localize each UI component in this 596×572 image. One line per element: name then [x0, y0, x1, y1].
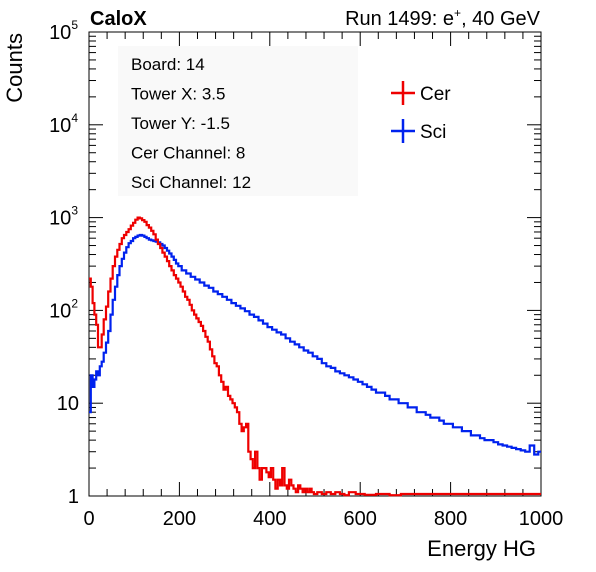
series-cer-histogram	[89, 216, 541, 497]
series-sci-histogram	[89, 233, 541, 456]
legend: Cer Sci	[391, 81, 451, 143]
y-tick-label: 10	[57, 393, 79, 415]
header-right-sup: +	[454, 6, 461, 20]
plot-area	[89, 216, 541, 497]
x-tick-label: 0	[83, 508, 94, 530]
y-tick-label: 1	[68, 486, 79, 508]
info-line: Board: 14	[131, 55, 205, 74]
info-line: Sci Channel: 12	[131, 173, 251, 192]
x-tick-label: 800	[434, 508, 467, 530]
y-tick-base: 10	[49, 208, 71, 230]
y-tick-label: 103	[49, 204, 78, 230]
x-tick-label: 200	[163, 508, 196, 530]
header-left: CaloX	[90, 8, 147, 30]
info-lines: Board: 14 Tower X: 3.5 Tower Y: -1.5 Cer Ch…	[131, 55, 251, 192]
x-tick-label: 600	[344, 508, 377, 530]
y-tick-base: 10	[49, 300, 71, 322]
info-box	[118, 46, 358, 196]
y-tick-label: 105	[49, 18, 78, 44]
y-tick-exp: 5	[71, 18, 78, 32]
y-tick-label: 102	[49, 296, 78, 322]
y-tick-base: 10	[49, 22, 71, 44]
legend-label-sci: Sci	[420, 122, 446, 143]
y-tick-exp: 4	[71, 111, 78, 125]
x-axis-title: Energy HG	[427, 536, 536, 561]
x-tick-label: 1000	[519, 508, 564, 530]
axis-ticks	[88, 31, 542, 497]
header-right-prefix: Run 1499: e	[345, 8, 454, 30]
info-line: Tower X: 3.5	[131, 85, 226, 104]
info-line: Tower Y: -1.5	[131, 114, 230, 133]
y-tick-base: 10	[49, 115, 71, 137]
header-right: Run 1499: e+, 40 GeV	[345, 6, 541, 30]
header-right-suffix: , 40 GeV	[461, 8, 541, 30]
y-tick-exp: 2	[71, 296, 78, 310]
y-tick-base: 1	[68, 486, 79, 508]
y-axis-title: Counts	[2, 33, 27, 103]
y-tick-label: 104	[49, 111, 78, 137]
y-tick-exp: 3	[71, 204, 78, 218]
legend-label-cer: Cer	[420, 84, 451, 105]
y-tick-base: 10	[57, 393, 79, 415]
info-line: Cer Channel: 8	[131, 144, 245, 163]
x-tick-label: 400	[253, 508, 286, 530]
